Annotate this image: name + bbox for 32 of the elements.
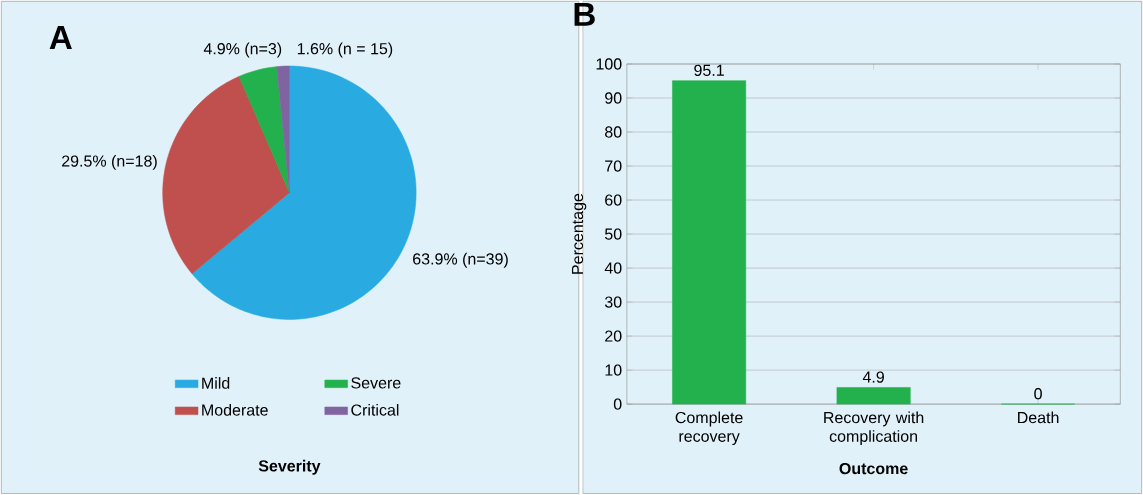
y-tick-label: 70 [605, 160, 622, 172]
x-axis-title: Outcome [839, 462, 908, 475]
y-tick-label: 30 [604, 296, 622, 308]
x-tick-label: Complete recovery [675, 411, 743, 446]
data-label: 95.1 [694, 64, 724, 77]
bar [836, 387, 911, 405]
data-label: 63.9% (n=39) [413, 252, 508, 268]
y-tick-label: 20 [605, 330, 622, 342]
legend-label: Severe [351, 377, 401, 389]
legend-label: Mild [202, 377, 230, 389]
y-tick-label: 10 [605, 364, 622, 376]
data-label: 0 [1034, 388, 1042, 400]
y-tick-label: 100 [596, 58, 622, 70]
y-tick-label: 40 [604, 262, 622, 274]
y-tick-label: 50 [604, 228, 622, 240]
data-label: 29.5% (n=18) [62, 155, 157, 170]
y-tick-label: 0 [613, 398, 622, 410]
data-label: 4.9 [862, 371, 884, 383]
legend-label: Moderate [202, 404, 268, 416]
chart-title: A [49, 26, 72, 50]
legend-label: Critical [351, 404, 399, 416]
y-tick-label: 90 [605, 92, 622, 104]
data-label: 4.9% (n=3) [203, 42, 282, 58]
chart-title: B [574, 3, 595, 26]
y-axis-title: Percentage [571, 193, 587, 274]
x-tick-label: Death [1018, 411, 1059, 424]
bar [672, 80, 747, 405]
data-label: 1.6% (n = 15) [297, 42, 393, 58]
text: Severity [258, 459, 321, 475]
y-tick-label: 60 [605, 194, 622, 206]
y-tick-label: 80 [605, 126, 622, 138]
x-tick-label: Recovery with complication [824, 411, 924, 446]
